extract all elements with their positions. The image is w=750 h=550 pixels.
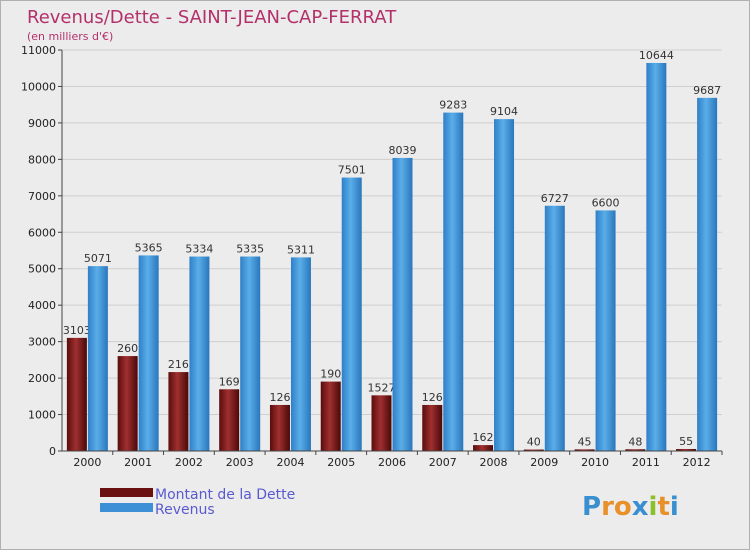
bar-layer: 3103 5071 260 5365 216 5334 169 5335 126 5311 190 7…: [63, 49, 721, 452]
bar-dette: [168, 372, 189, 451]
bar-revenus: [697, 97, 718, 452]
data-label-revenus: 10644: [639, 49, 674, 62]
bar-revenus: [494, 119, 515, 451]
x-tick-label: 2003: [226, 456, 254, 469]
data-label-revenus: 5365: [135, 241, 163, 254]
bar-dette: [574, 449, 595, 451]
data-label-revenus: 6727: [541, 192, 569, 205]
y-axis-ticks: 0 1000 2000 3000 4000 5000 6000 7000 8000 9000 100…: [21, 44, 62, 458]
data-label-dette: 45: [578, 435, 592, 448]
y-tick-label: 6000: [28, 226, 56, 239]
y-tick-label: 11000: [21, 44, 56, 57]
bar-dette: [473, 445, 494, 451]
x-tick-label: 2000: [73, 456, 101, 469]
bar-dette: [422, 404, 443, 451]
data-label-dette: 48: [628, 435, 642, 448]
data-label-revenus: 5311: [287, 243, 315, 256]
legend-swatch-dette: [100, 488, 153, 497]
x-tick-label: 2009: [530, 456, 558, 469]
bar-dette: [117, 356, 138, 451]
y-tick-label: 5000: [28, 263, 56, 276]
x-tick-label: 2008: [480, 456, 508, 469]
legend-label-dette: Montant de la Dette: [155, 487, 295, 503]
logo-letter: P: [582, 492, 601, 522]
data-label-dette: 260: [117, 342, 138, 355]
bar-dette: [66, 337, 87, 451]
y-tick-label: 2000: [28, 372, 56, 385]
legend-swatch-revenus: [100, 503, 153, 512]
legend-label-revenus: Revenus: [155, 502, 215, 518]
data-label-revenus: 8039: [389, 144, 417, 157]
bar-revenus: [392, 157, 413, 452]
legend: Montant de la Dette Revenus: [100, 487, 295, 518]
bar-dette: [269, 404, 290, 451]
bar-revenus: [138, 255, 159, 451]
data-label-revenus: 7501: [338, 164, 366, 177]
data-label-dette: 162: [473, 431, 494, 444]
chart-subtitle: (en milliers d'€): [27, 30, 113, 43]
bar-revenus: [189, 256, 210, 451]
x-tick-label: 2002: [175, 456, 203, 469]
data-label-revenus: 6600: [592, 196, 620, 209]
x-tick-label: 2010: [581, 456, 609, 469]
data-label-dette: 126: [422, 391, 443, 404]
bar-revenus: [341, 177, 362, 452]
grid-layer: [62, 49, 722, 416]
x-tick-label: 2012: [683, 456, 711, 469]
y-tick-label: 8000: [28, 153, 56, 166]
y-tick-label: 10000: [21, 80, 56, 93]
bar-revenus: [443, 112, 464, 451]
x-tick-label: 2007: [429, 456, 457, 469]
y-tick-label: 9000: [28, 117, 56, 130]
y-tick-label: 0: [49, 445, 56, 458]
bar-revenus: [544, 205, 565, 451]
data-label-revenus: 5071: [84, 252, 112, 265]
data-label-revenus: 9283: [439, 99, 467, 112]
x-axis-ticks: 2000 2001 2002 2003 2004 2005 2006 2007 2008 2009…: [73, 451, 723, 469]
x-tick-label: 2006: [378, 456, 406, 469]
bar-revenus: [646, 62, 667, 452]
x-tick-label: 2001: [124, 456, 152, 469]
bar-dette: [676, 448, 697, 451]
logo-letter: i: [670, 492, 679, 522]
data-label-dette: 1527: [368, 381, 396, 394]
bar-dette: [219, 389, 240, 451]
chart-title: Revenus/Dette - SAINT-JEAN-CAP-FERRAT: [27, 7, 397, 28]
data-label-dette: 3103: [63, 324, 91, 337]
bar-dette: [371, 395, 392, 451]
proxiti-logo: Proxiti: [582, 492, 679, 522]
x-tick-label: 2005: [327, 456, 355, 469]
x-tick-label: 2011: [632, 456, 660, 469]
data-label-revenus: 5335: [236, 243, 264, 256]
data-label-dette: 126: [269, 391, 290, 404]
logo-letter: i: [649, 492, 658, 522]
data-label-dette: 190: [320, 368, 341, 381]
data-label-revenus: 5334: [185, 243, 213, 256]
data-label-revenus: 9687: [693, 84, 721, 97]
bar-dette: [523, 449, 544, 451]
bar-revenus: [290, 257, 311, 451]
logo-letter: o: [614, 492, 632, 522]
logo-letter: x: [632, 492, 649, 522]
bar-dette: [320, 381, 341, 451]
bar-revenus: [240, 256, 261, 451]
x-tick-label: 2004: [276, 456, 304, 469]
data-label-revenus: 9104: [490, 105, 518, 118]
data-label-dette: 216: [168, 358, 189, 371]
data-label-dette: 40: [527, 436, 541, 449]
bar-revenus: [595, 210, 616, 451]
y-tick-label: 1000: [28, 409, 56, 422]
bar-dette: [625, 449, 646, 451]
data-label-dette: 169: [219, 375, 240, 388]
data-label-dette: 55: [679, 435, 693, 448]
y-tick-label: 3000: [28, 336, 56, 349]
logo-letter: t: [657, 492, 669, 522]
y-tick-label: 4000: [28, 299, 56, 312]
bar-revenus: [87, 266, 108, 451]
logo-letter: r: [601, 492, 614, 522]
y-tick-label: 7000: [28, 190, 56, 203]
